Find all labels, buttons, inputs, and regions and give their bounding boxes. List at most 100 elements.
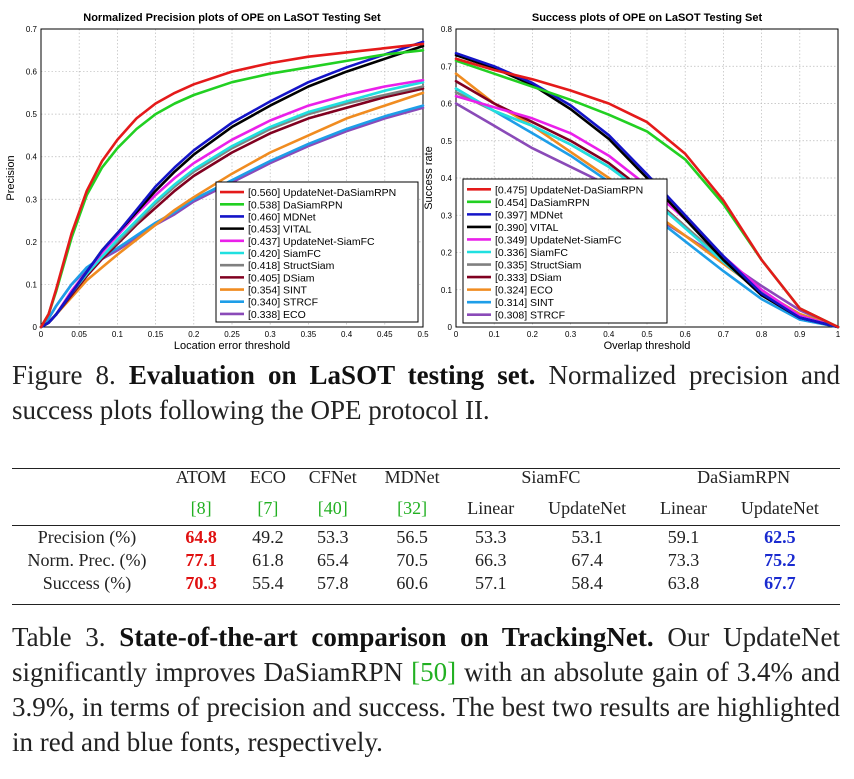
- cell: 56.5: [369, 525, 455, 549]
- sub-siamfc-updatenet: UpdateNet: [548, 498, 627, 518]
- x-tick-label: 0.4: [603, 330, 615, 339]
- y-tick-label: 0.1: [441, 286, 453, 295]
- legend-box: [462, 178, 668, 324]
- x-tick-label: 0.15: [148, 330, 164, 339]
- x-axis-label: Location error threshold: [174, 340, 290, 352]
- cell: 53.3: [295, 525, 370, 549]
- table-bottom-rule: [12, 604, 840, 605]
- y-tick-label: 0.4: [26, 153, 38, 162]
- cell: 58.4: [571, 573, 603, 593]
- row-label: Norm. Prec. (%): [27, 550, 147, 570]
- x-tick-label: 0.45: [377, 330, 393, 339]
- ref-eco: [7]: [257, 498, 279, 518]
- legend-entry: [0.308] STRCF: [495, 310, 565, 322]
- cell: 63.8: [667, 573, 700, 593]
- legend-entry: [0.453] VITAL: [248, 224, 312, 236]
- y-tick-label: 0.5: [26, 110, 38, 119]
- figure-caption-title: Evaluation on LaSOT testing set.: [128, 360, 536, 390]
- table-subheader-row: [8] [7] [40] [32] Linear UpdateNet Linea…: [12, 492, 840, 526]
- cell: 67.4: [571, 550, 603, 570]
- legend-entry: [0.336] SiamFC: [495, 247, 568, 259]
- table-caption-title: State-of-the-art comparison on TrackingN…: [119, 622, 654, 652]
- legend-entry: [0.418] StructSiam: [248, 260, 335, 272]
- cell: 65.4: [316, 550, 349, 570]
- col-siamfc: SiamFC: [521, 466, 581, 487]
- cell: 67.7: [764, 573, 796, 593]
- cell: 75.2: [764, 550, 796, 570]
- legend-entry: [0.460] MDNet: [248, 211, 316, 223]
- cell: 70.5: [396, 550, 428, 570]
- sub-siamfc-linear: Linear: [467, 498, 515, 518]
- cell: 55.4: [252, 573, 284, 593]
- x-tick-label: 0: [454, 330, 459, 339]
- legend-entry: [0.475] UpdateNet-DaSiamRPN: [495, 184, 643, 196]
- figure-label: Figure 8.: [12, 360, 116, 390]
- sub-dasiamrpn-linear: Linear: [659, 498, 707, 518]
- legend-entry: [0.333] DSiam: [495, 272, 562, 284]
- cell: 66.3: [475, 550, 507, 570]
- figure-caption-text: Normalized precision and success plots f…: [12, 360, 841, 425]
- cell: 61.8: [252, 550, 284, 570]
- col-cfnet: CFNet: [308, 466, 357, 487]
- legend-entry: [0.437] UpdateNet-SiamFC: [248, 236, 375, 248]
- legend-entry: [0.390] VITAL: [495, 222, 559, 234]
- x-tick-label: 0.1: [489, 330, 501, 339]
- legend-entry: [0.354] SINT: [248, 285, 308, 297]
- table-caption-text-2: with an absolute gain of 3.4% and 3.9%, …: [12, 657, 841, 757]
- figure-caption: Figure 8. Evaluation on LaSOT testing se…: [12, 358, 840, 428]
- chart-title: Success plots of OPE on LaSOT Testing Se…: [532, 12, 763, 24]
- cell: 53.3: [454, 525, 527, 549]
- table-caption-text: Our UpdateNet significantly improves DaS…: [12, 622, 841, 687]
- x-axis-label: Overlap threshold: [604, 340, 691, 352]
- y-tick-label: 0.6: [441, 100, 453, 109]
- legend-entry: [0.454] DaSiamRPN: [495, 197, 590, 209]
- cell: 64.8: [162, 525, 241, 549]
- y-tick-label: 0.2: [441, 249, 453, 258]
- x-tick-label: 0.5: [417, 330, 429, 339]
- plot-frame: [40, 28, 424, 328]
- y-tick-label: 0.3: [26, 195, 38, 204]
- table-caption-ref: [50]: [411, 657, 457, 687]
- y-tick-label: 0.7: [26, 25, 38, 34]
- y-tick-label: 0: [448, 323, 453, 332]
- cell: 60.6: [396, 573, 428, 593]
- x-tick-label: 0.3: [565, 330, 577, 339]
- cell: 62.5: [719, 525, 840, 549]
- cell: 59.1: [647, 525, 720, 549]
- chart-success: 0 0.1 0.2 0.3 0.4 0.5 0.6 0.7 0.8 0.9 1 0 0.1 0.2 0.3 0…: [423, 12, 841, 352]
- cell: 77.1: [185, 550, 217, 570]
- col-atom: ATOM: [175, 466, 227, 487]
- table-row: Precision (%) 64.8 49.2 53.3 56.5 53.3 5…: [12, 525, 840, 549]
- x-tick-label: 1: [836, 330, 841, 339]
- cell: 49.2: [240, 525, 296, 549]
- legend-entry: [0.340] STRCF: [248, 297, 318, 309]
- ref-atom: [8]: [190, 498, 212, 518]
- table-row: Norm. Prec. (%) 77.1 61.8 65.4 70.5 66.3…: [12, 549, 840, 572]
- legend-entry: [0.335] StructSiam: [495, 260, 582, 272]
- plot-frame: [455, 28, 839, 328]
- cell: 70.3: [185, 573, 217, 593]
- cell: 57.1: [475, 573, 507, 593]
- x-tick-label: 0.4: [341, 330, 353, 339]
- x-tick-label: 0.2: [188, 330, 200, 339]
- table-row: Success (%) 70.3 55.4 57.8 60.6 57.1 58.…: [12, 572, 840, 595]
- chart-precision: 0 0.05 0.1 0.15 0.2 0.25 0.3 0.35 0.4 0.45 0.5 0 0.1…: [5, 12, 429, 352]
- legend-entry: [0.538] DaSiamRPN: [248, 199, 343, 211]
- legend-entry: [0.324] ECO: [495, 285, 553, 297]
- row-label: Precision (%): [12, 525, 162, 549]
- cell: 73.3: [667, 550, 700, 570]
- ref-mdnet: [32]: [397, 498, 428, 518]
- chart-title: Normalized Precision plots of OPE on LaS…: [83, 12, 381, 24]
- legend-entry: [0.420] SiamFC: [248, 248, 321, 260]
- y-tick-label: 0: [33, 323, 38, 332]
- x-tick-label: 0.5: [641, 330, 653, 339]
- x-tick-label: 0.2: [527, 330, 539, 339]
- y-tick-label: 0.1: [26, 280, 38, 289]
- charts-area: 0 0.05 0.1 0.15 0.2 0.25 0.3 0.35 0.4 0.45 0.5 0 0.1…: [5, 12, 841, 352]
- x-tick-label: 0.35: [301, 330, 317, 339]
- x-tick-label: 0.25: [224, 330, 240, 339]
- table-caption: Table 3. State-of-the-art comparison on …: [12, 620, 840, 760]
- legend-entry: [0.397] MDNet: [495, 209, 563, 221]
- results-table: ATOM ECO CFNet MDNet SiamFC DaSiamRPN [8…: [12, 462, 840, 595]
- series-line: [39, 40, 425, 329]
